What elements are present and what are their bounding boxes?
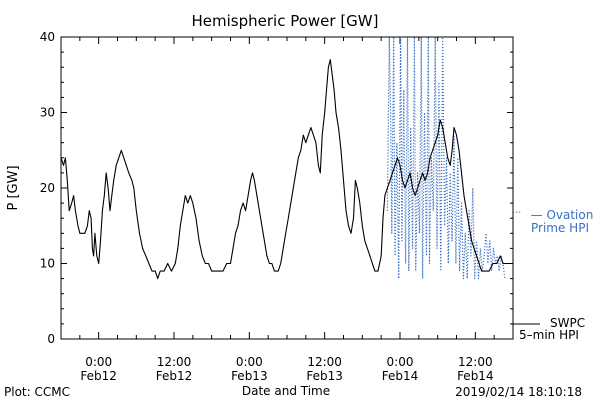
x-tick-label-date: Feb13: [306, 369, 343, 383]
axis-ticks: 0102030400:00Feb1212:00Feb120:00Feb1312:…: [40, 30, 514, 383]
series-line-swpc-5-min-hpi: [61, 59, 508, 280]
y-tick-label: 10: [40, 257, 55, 271]
x-tick-label-date: Feb14: [457, 369, 494, 383]
x-tick-label-date: Feb12: [156, 369, 193, 383]
y-tick-label: 40: [40, 30, 55, 44]
swpc-label-line2: 5–min HPI: [519, 328, 579, 342]
x-tick-label-time: 12:00: [307, 355, 342, 369]
chart-title: Hemispheric Power [GW]: [192, 12, 379, 30]
ovation-label-line2: Prime HPI: [531, 221, 589, 235]
x-tick-label-date: Feb12: [80, 369, 117, 383]
x-tick-label-time: 0:00: [236, 355, 263, 369]
y-tick-label: 20: [40, 181, 55, 195]
ovation-label-line1: — Ovation: [531, 208, 594, 222]
y-tick-label: 0: [47, 332, 55, 346]
swpc-label-line1: SWPC: [550, 316, 585, 330]
y-tick-label: 30: [40, 106, 55, 120]
x-tick-label-date: Feb13: [231, 369, 268, 383]
x-axis-label: Date and Time: [242, 384, 330, 398]
series-lines: [61, 37, 508, 280]
footer-plot-source: Plot: CCMC: [4, 385, 70, 399]
y-axis-label: P [GW]: [6, 165, 21, 210]
x-tick-label-time: 0:00: [85, 355, 112, 369]
x-tick-label-time: 0:00: [387, 355, 414, 369]
x-tick-label-time: 12:00: [157, 355, 192, 369]
x-tick-label-time: 12:00: [458, 355, 493, 369]
x-tick-label-date: Feb14: [382, 369, 419, 383]
series-line-ovation-prime-hpi: [386, 37, 506, 280]
footer-timestamp: 2019/02/14 18:10:18: [455, 385, 582, 399]
